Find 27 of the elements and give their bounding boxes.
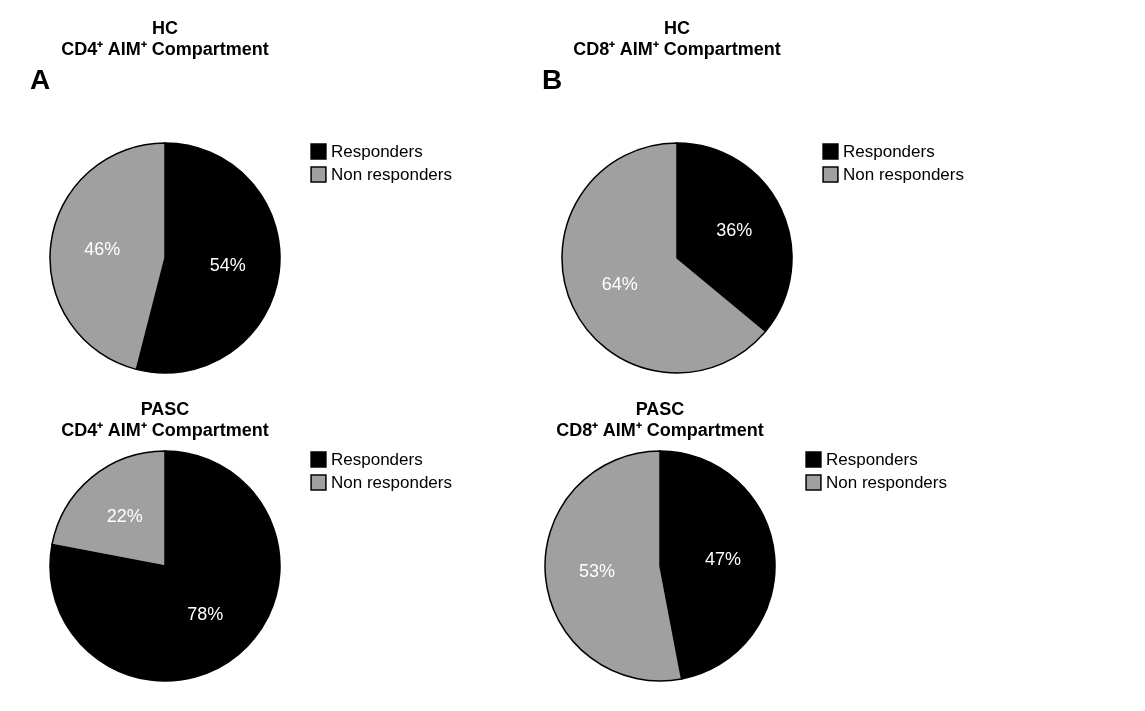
pie-slice xyxy=(49,450,281,682)
data-label: 46% xyxy=(84,239,121,260)
text: A xyxy=(30,64,51,95)
data-label: 53% xyxy=(579,560,616,581)
legend-label: Non responders xyxy=(826,472,947,492)
legend-label: Non responders xyxy=(331,472,452,492)
chart-subtitle: CD4⁺ AIM⁺ Compartment xyxy=(61,39,269,59)
chart-title: PASC xyxy=(140,399,190,419)
data-label: 54% xyxy=(209,254,246,275)
chart-title: HC xyxy=(152,18,178,38)
legend-label: Non responders xyxy=(843,164,964,184)
chart-title: HC xyxy=(664,18,690,38)
legend-label: Non responders xyxy=(331,164,452,184)
data-label: 36% xyxy=(716,220,753,241)
legend-label: Responders xyxy=(843,141,935,161)
legend-label: Responders xyxy=(331,141,423,161)
chart-title: PASC xyxy=(635,399,685,419)
legend-label: Responders xyxy=(826,449,918,469)
text: B xyxy=(542,64,563,95)
data-label: 22% xyxy=(106,506,143,527)
chart-subtitle: CD8⁺ AIM⁺ Compartment xyxy=(556,420,764,440)
data-label: 47% xyxy=(704,549,741,570)
data-label: 78% xyxy=(187,603,224,624)
data-label: 64% xyxy=(601,273,638,294)
chart-subtitle: CD8⁺ AIM⁺ Compartment xyxy=(573,39,781,59)
chart-subtitle: CD4⁺ AIM⁺ Compartment xyxy=(61,420,269,440)
legend-label: Responders xyxy=(331,449,423,469)
